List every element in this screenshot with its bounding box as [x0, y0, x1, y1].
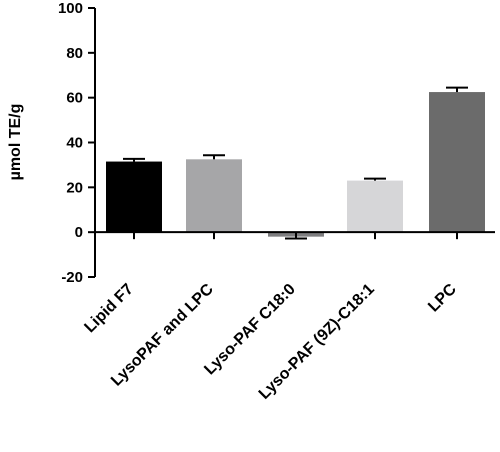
bar-4 [429, 92, 485, 233]
bar-1 [186, 159, 242, 233]
y-tick-label-4: 60 [66, 90, 83, 107]
y-tick-label-0: -20 [61, 269, 83, 286]
bar-3 [347, 180, 403, 233]
bars-layer [106, 86, 485, 240]
y-tick-label-2: 20 [66, 179, 83, 196]
bar-0 [106, 161, 162, 233]
y-tick-label-1: 0 [75, 224, 83, 241]
y-axis-title: µmol TE/g [7, 104, 24, 181]
y-tick-label-6: 100 [58, 0, 83, 17]
y-tick-label-5: 80 [66, 45, 83, 62]
x-tick-label-4: LPC [425, 280, 460, 315]
y-tick-label-3: 40 [66, 135, 83, 152]
x-tick-label-0: Lipid F7 [81, 281, 136, 336]
